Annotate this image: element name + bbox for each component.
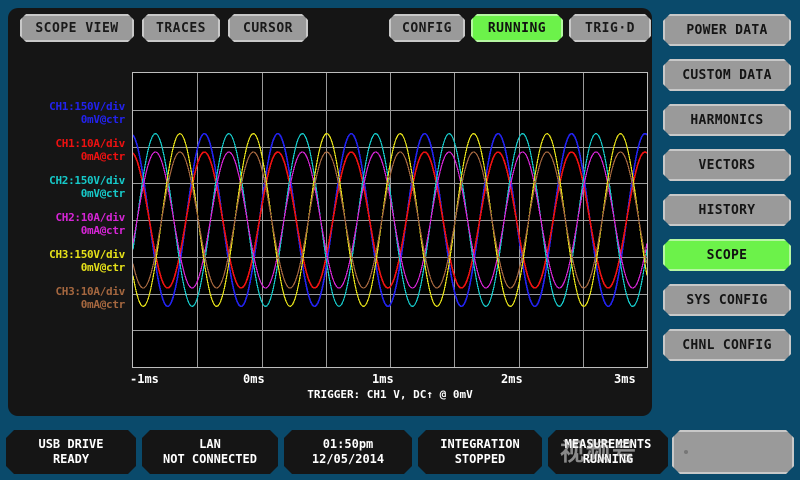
sidebar-item-harmonics[interactable]: HARMONICS xyxy=(663,104,791,136)
trace-ch1-a xyxy=(133,151,647,289)
sidebar-item-history[interactable]: HISTORY xyxy=(663,194,791,226)
x-tick-1: 0ms xyxy=(243,372,265,386)
legend-item-6[interactable]: CH3:10A/div 0mA@ctr xyxy=(10,285,125,311)
trigger-info-label: TRIGGER: CH1 V, DC↑ @ 0mV xyxy=(307,388,473,401)
legend-item-4-center: 0mA@ctr xyxy=(80,224,126,237)
toolbar-button-scope-view[interactable]: SCOPE VIEW xyxy=(20,14,134,42)
status-usb-drive-line2: READY xyxy=(52,452,90,466)
sidebar-item-harmonics-label: HARMONICS xyxy=(690,112,764,128)
status-clock-time: 01:50pm xyxy=(322,437,374,451)
top-toolbar: SCOPE VIEW TRACES CURSOR CONFIG RUNNING … xyxy=(8,8,652,48)
status-measurements-line1: MEASUREMENTS xyxy=(564,437,652,451)
sidebar-item-custom-data-label: CUSTOM DATA xyxy=(682,67,772,83)
toolbar-button-traces[interactable]: TRACES xyxy=(142,14,220,42)
sidebar-item-chnl-config-label: CHNL CONFIG xyxy=(682,337,772,353)
legend-item-4[interactable]: CH2:10A/div 0mA@ctr xyxy=(10,211,125,237)
right-sidebar: POWER DATA CUSTOM DATA HARMONICS VECTORS HIS… xyxy=(660,8,794,416)
legend-item-6-center: 0mA@ctr xyxy=(80,298,126,311)
legend-item-2-scale: CH1:10A/div xyxy=(55,137,125,150)
status-integration[interactable]: INTEGRATION STOPPED xyxy=(418,430,542,474)
status-integration-line1: INTEGRATION xyxy=(440,437,520,451)
toolbar-button-traces-label: TRACES xyxy=(156,20,206,36)
legend-item-1-center: 0mV@ctr xyxy=(80,113,126,126)
status-usb-drive[interactable]: USB DRIVE READY xyxy=(6,430,136,474)
x-tick-0: -1ms xyxy=(130,372,159,386)
sidebar-item-power-data[interactable]: POWER DATA xyxy=(663,14,791,46)
sidebar-item-sys-config-label: SYS CONFIG xyxy=(686,292,768,308)
sidebar-item-custom-data[interactable]: CUSTOM DATA xyxy=(663,59,791,91)
sidebar-item-chnl-config[interactable]: CHNL CONFIG xyxy=(663,329,791,361)
toolbar-button-scope-view-label: SCOPE VIEW xyxy=(35,20,119,36)
sidebar-item-sys-config[interactable]: SYS CONFIG xyxy=(663,284,791,316)
toolbar-button-config-label: CONFIG xyxy=(402,20,452,36)
sidebar-item-vectors[interactable]: VECTORS xyxy=(663,149,791,181)
legend-item-2[interactable]: CH1:10A/div 0mA@ctr xyxy=(10,137,125,163)
trace-ch2-v xyxy=(133,133,647,307)
status-measurements-line2: RUNNING xyxy=(582,452,634,466)
toolbar-button-trig-d[interactable]: TRIG·D xyxy=(569,14,651,42)
status-lan[interactable]: LAN NOT CONNECTED xyxy=(142,430,278,474)
trace-ch3-v xyxy=(133,133,647,307)
channel-legend: CH1:150V/div 0mV@ctr CH1:10A/div 0mA@ctr CH2… xyxy=(10,100,125,322)
sidebar-item-history-label: HISTORY xyxy=(698,202,756,218)
status-lan-line2: NOT CONNECTED xyxy=(163,452,257,466)
toolbar-button-trig-d-label: TRIG·D xyxy=(585,20,635,36)
trace-ch2-a xyxy=(133,151,647,289)
legend-item-5-scale: CH3:150V/div xyxy=(49,248,125,261)
status-measurements[interactable]: MEASUREMENTS RUNNING xyxy=(548,430,668,474)
toolbar-button-running[interactable]: RUNNING xyxy=(471,14,563,42)
legend-item-4-scale: CH2:10A/div xyxy=(55,211,125,224)
legend-item-2-center: 0mA@ctr xyxy=(80,150,126,163)
status-lan-line1: LAN xyxy=(199,437,221,451)
status-integration-line2: STOPPED xyxy=(454,452,506,466)
x-tick-3: 2ms xyxy=(501,372,523,386)
waveform-svg xyxy=(133,73,647,367)
legend-item-3-center: 0mV@ctr xyxy=(80,187,126,200)
legend-item-3[interactable]: CH2:150V/div 0mV@ctr xyxy=(10,174,125,200)
toolbar-button-config[interactable]: CONFIG xyxy=(389,14,465,42)
legend-item-1-scale: CH1:150V/div xyxy=(49,100,125,113)
legend-item-3-scale: CH2:150V/div xyxy=(49,174,125,187)
status-usb-drive-line1: USB DRIVE xyxy=(38,437,104,451)
waveform-plot[interactable] xyxy=(132,72,648,368)
status-clock[interactable]: 01:50pm 12/05/2014 xyxy=(284,430,412,474)
toolbar-button-cursor[interactable]: CURSOR xyxy=(228,14,308,42)
bottom-status-bar: USB DRIVE READY LAN NOT CONNECTED 01:50p… xyxy=(0,426,800,480)
sidebar-item-power-data-label: POWER DATA xyxy=(686,22,768,38)
status-blank-button[interactable] xyxy=(672,430,794,474)
trace-ch1-v xyxy=(133,132,647,308)
legend-item-5-center: 0mV@ctr xyxy=(80,261,126,274)
sidebar-item-scope[interactable]: SCOPE xyxy=(663,239,791,271)
sidebar-item-vectors-label: VECTORS xyxy=(698,157,756,173)
status-blank-button-dot xyxy=(684,450,688,454)
toolbar-button-running-label: RUNNING xyxy=(487,20,547,36)
legend-item-1[interactable]: CH1:150V/div 0mV@ctr xyxy=(10,100,125,126)
legend-item-6-scale: CH3:10A/div xyxy=(55,285,125,298)
legend-item-5[interactable]: CH3:150V/div 0mV@ctr xyxy=(10,248,125,274)
x-tick-4: 3ms xyxy=(614,372,636,386)
status-clock-date: 12/05/2014 xyxy=(311,452,385,466)
x-axis-tick-labels: -1ms 0ms 1ms 2ms 3ms xyxy=(120,370,660,388)
sidebar-item-scope-label: SCOPE xyxy=(706,247,748,263)
x-tick-2: 1ms xyxy=(372,372,394,386)
trace-ch3-a xyxy=(133,151,647,289)
toolbar-button-cursor-label: CURSOR xyxy=(243,20,293,36)
